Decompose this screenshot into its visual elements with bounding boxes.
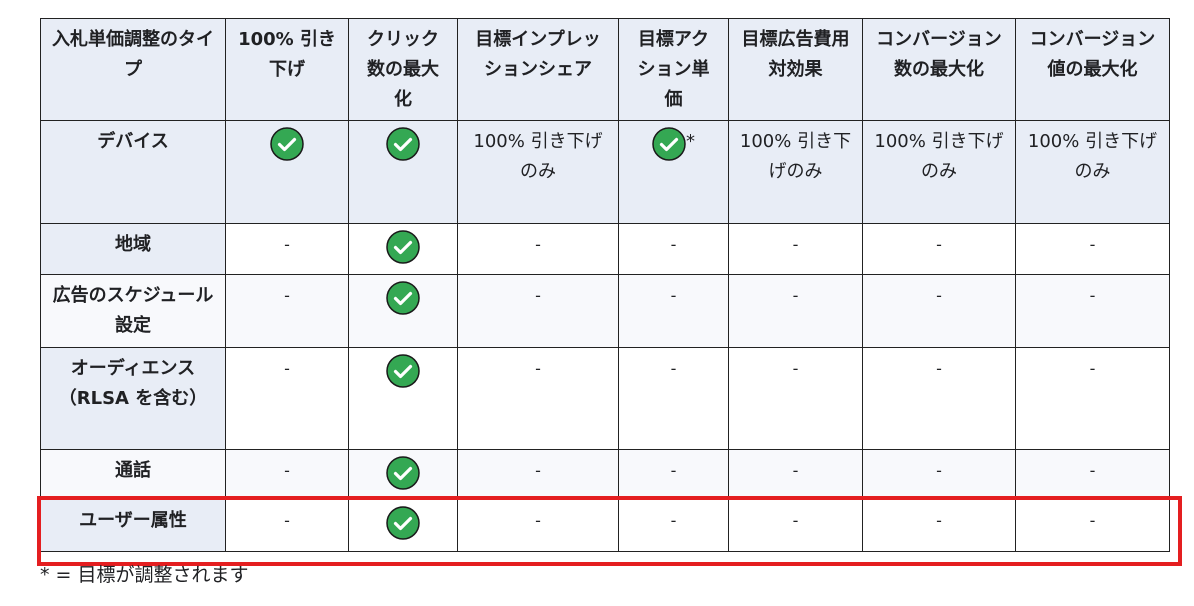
table-cell: - [618, 499, 729, 552]
table-cell: - [1015, 274, 1170, 348]
table-cell: - [225, 347, 349, 450]
table-cell: - [728, 347, 863, 450]
table-cell: - [618, 274, 729, 348]
check-circle-icon [386, 456, 420, 490]
column-header: コンバージョン値の最大化 [1015, 18, 1170, 121]
table-cell: - [618, 347, 729, 450]
table-cell: - [862, 449, 1016, 500]
table-row: 広告のスケジュール設定 - - - - - - [40, 274, 1170, 348]
table-cell: * [618, 120, 729, 224]
column-header: クリック数の最大化 [348, 18, 458, 121]
table-cell: 100% 引き下げのみ [1015, 120, 1170, 224]
column-header: 100% 引き下げ [225, 18, 349, 121]
table-cell [348, 223, 458, 275]
table-cell: - [1015, 499, 1170, 552]
table-cell: - [862, 499, 1016, 552]
check-circle-icon [386, 127, 420, 161]
table-cell: - [728, 223, 863, 275]
table-cell: - [1015, 347, 1170, 450]
table-cell: - [457, 449, 619, 500]
column-header: 目標アクション単価 [618, 18, 729, 121]
check-circle-icon [386, 281, 420, 315]
highlight-box [37, 496, 1182, 566]
table-cell: 100% 引き下げのみ [862, 120, 1016, 224]
table-cell: - [618, 223, 729, 275]
table-cell: 100% 引き下げのみ [728, 120, 863, 224]
header-row: 入札単価調整のタイプ 100% 引き下げ クリック数の最大化 目標インプレッションシェ… [40, 18, 1170, 121]
check-circle-icon [652, 127, 686, 161]
table-cell: - [457, 347, 619, 450]
table-cell: - [862, 347, 1016, 450]
table-cell [348, 499, 458, 552]
check-circle-icon [386, 230, 420, 264]
table-cell [348, 347, 458, 450]
table-cell: - [1015, 449, 1170, 500]
table-cell [348, 120, 458, 224]
table-cell [225, 120, 349, 224]
row-label: オーディエンス（RLSA を含む） [40, 347, 226, 450]
bid-adjustment-table: 入札単価調整のタイプ 100% 引き下げ クリック数の最大化 目標インプレッションシェ… [40, 18, 1170, 552]
table-cell: - [728, 499, 863, 552]
check-circle-icon [270, 127, 304, 161]
asterisk: * [686, 131, 695, 152]
table-cell [348, 274, 458, 348]
column-header: コンバージョン数の最大化 [862, 18, 1016, 121]
table-row: 通話 - - - - - - [40, 449, 1170, 500]
table-cell: - [862, 223, 1016, 275]
table-cell: - [457, 223, 619, 275]
table-cell [348, 449, 458, 500]
table-cell: - [728, 274, 863, 348]
table-cell: - [225, 449, 349, 500]
table-row: デバイス 100% 引き下げのみ * 100% 引き下げのみ 100% 引き下げのみ 10… [40, 120, 1170, 224]
table-cell: - [1015, 223, 1170, 275]
table-cell: - [728, 449, 863, 500]
row-label: デバイス [40, 120, 226, 224]
table-row: 地域 - - - - - - [40, 223, 1170, 275]
table-row: オーディエンス（RLSA を含む） - - - - - - [40, 347, 1170, 450]
table-cell: - [618, 449, 729, 500]
table-cell: - [225, 499, 349, 552]
row-label: ユーザー属性 [40, 499, 226, 552]
check-circle-icon [386, 506, 420, 540]
table-cell: - [457, 274, 619, 348]
row-label: 通話 [40, 449, 226, 500]
table-cell: - [457, 499, 619, 552]
table-cell: - [862, 274, 1016, 348]
column-header: 目標広告費用対効果 [728, 18, 863, 121]
row-label: 広告のスケジュール設定 [40, 274, 226, 348]
table-cell: 100% 引き下げのみ [457, 120, 619, 224]
column-header: 目標インプレッションシェア [457, 18, 619, 121]
footnote: * = 目標が調整されます [40, 564, 249, 586]
check-circle-icon [386, 354, 420, 388]
table-row: ユーザー属性 - - - - - - [40, 499, 1170, 552]
row-label: 地域 [40, 223, 226, 275]
table-cell: - [225, 223, 349, 275]
column-header: 入札単価調整のタイプ [40, 18, 226, 121]
table-cell: - [225, 274, 349, 348]
